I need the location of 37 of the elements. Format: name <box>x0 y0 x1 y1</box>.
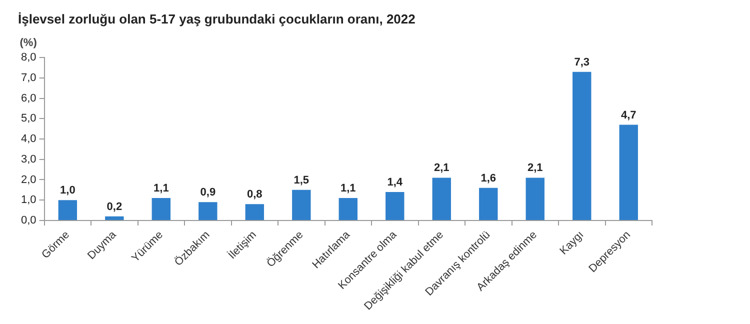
bar <box>292 190 311 220</box>
y-tick-label: 5,0 <box>20 112 36 125</box>
data-label: 1,5 <box>294 174 310 186</box>
y-tick-label: 0,0 <box>20 214 36 226</box>
data-label: 1,6 <box>480 172 496 184</box>
bar <box>432 178 451 220</box>
bar <box>619 124 638 220</box>
y-tick-label: 2,0 <box>20 174 36 186</box>
bar <box>572 72 592 220</box>
data-label: 0,9 <box>200 186 216 199</box>
y-tick-label: 7,0 <box>20 72 36 84</box>
bar <box>526 178 544 220</box>
data-label: 0,8 <box>247 188 262 201</box>
y-tick-label: 8,0 <box>20 52 36 64</box>
data-label: 1,4 <box>387 176 404 188</box>
bar <box>479 188 498 220</box>
y-tick-label: 4,0 <box>20 133 36 146</box>
bar <box>338 198 358 220</box>
data-label: 2,1 <box>527 162 543 174</box>
data-label: 1,1 <box>340 182 356 195</box>
y-tick-label: 6,0 <box>20 92 36 104</box>
data-label: 4,7 <box>620 109 636 122</box>
data-label: 7,3 <box>574 56 590 68</box>
bar <box>198 202 218 220</box>
bar <box>152 198 171 220</box>
data-label: 0,2 <box>106 200 122 213</box>
bar <box>386 192 404 220</box>
y-tick-label: 1,0 <box>20 194 36 206</box>
bar <box>105 216 124 220</box>
y-axis-title: (%) <box>20 37 38 50</box>
chart-title: İşlevsel zorluğu olan 5-17 yaş grubundaki çocukların oranı, 2022 <box>18 11 416 26</box>
data-label: 2,1 <box>434 162 450 174</box>
data-label: 1,1 <box>154 182 169 195</box>
bar <box>58 200 78 220</box>
bar <box>245 204 264 220</box>
data-label: 1,0 <box>60 184 76 197</box>
y-tick-label: 3,0 <box>20 153 36 166</box>
